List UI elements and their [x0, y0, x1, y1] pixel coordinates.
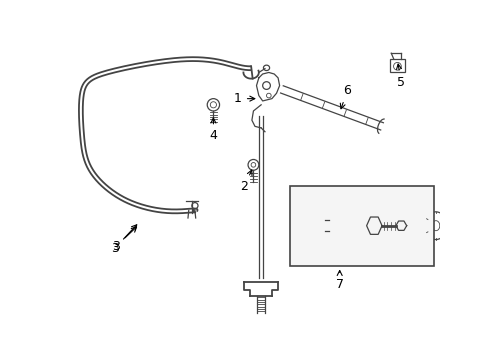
Text: 3: 3: [112, 227, 137, 253]
Text: 7: 7: [336, 270, 343, 291]
Text: 1: 1: [234, 92, 255, 105]
Text: 2: 2: [240, 170, 252, 193]
Text: 6: 6: [341, 84, 351, 109]
Bar: [390, 59, 405, 72]
Text: 5: 5: [396, 64, 405, 89]
Text: 4: 4: [209, 118, 218, 143]
Text: 3: 3: [111, 225, 137, 255]
Bar: [290, 186, 435, 266]
